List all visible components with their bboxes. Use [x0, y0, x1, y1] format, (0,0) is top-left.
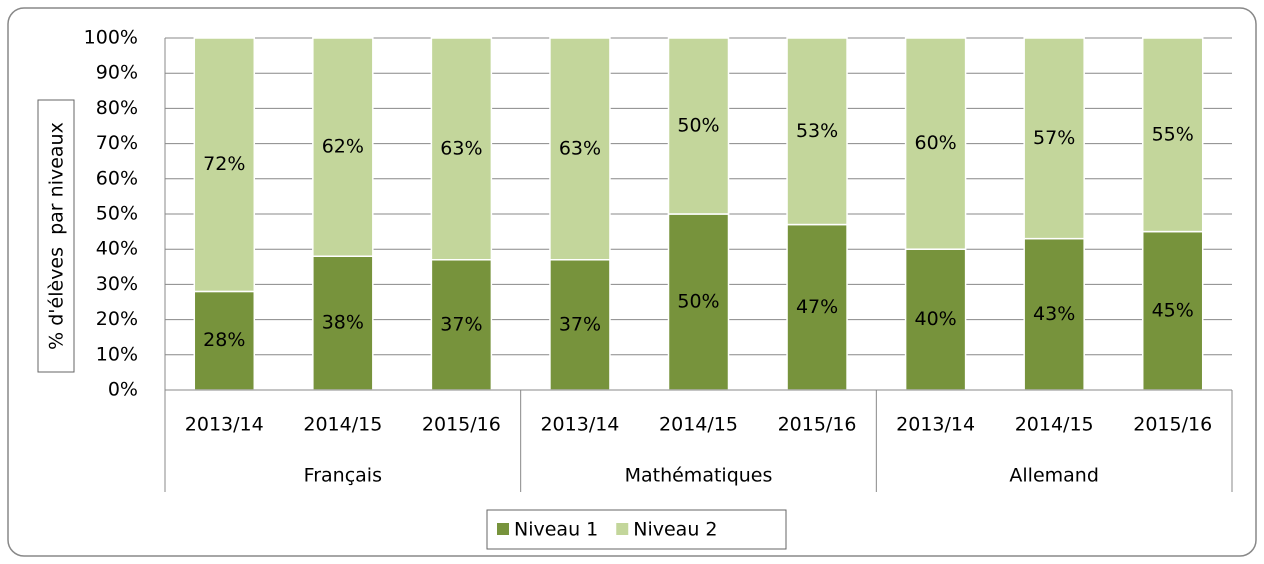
x-tick-label: 2014/15	[303, 414, 382, 436]
data-label: 40%	[914, 308, 956, 330]
bar-segment	[312, 37, 374, 257]
data-label: 45%	[1152, 299, 1194, 321]
bar-segment	[430, 37, 493, 261]
legend-box	[486, 509, 787, 550]
x-tick-label: 2013/14	[185, 414, 264, 436]
y-tick-label: 50%	[96, 203, 138, 225]
group-label: Allemand	[1009, 465, 1099, 487]
legend-label: Niveau 1	[514, 519, 598, 541]
y-axis-title: % d'élèves par niveaux	[46, 122, 68, 350]
x-tick-label: 2014/15	[1015, 414, 1094, 436]
bar-segment	[312, 255, 374, 391]
x-tick-label: 2014/15	[659, 414, 738, 436]
y-axis-title-box	[37, 99, 75, 373]
bar-segment	[1141, 37, 1204, 233]
data-label: 50%	[677, 291, 719, 313]
data-label: 47%	[796, 296, 838, 318]
bar-segment	[193, 37, 256, 293]
legend-swatch	[497, 523, 509, 535]
data-label: 50%	[677, 115, 719, 137]
legend-swatch	[616, 523, 629, 535]
bar-segment	[1141, 230, 1204, 391]
y-tick-label: 30%	[96, 273, 138, 295]
data-label: 53%	[796, 120, 838, 142]
bar-segment	[549, 37, 611, 261]
bar-segment	[667, 37, 730, 215]
data-label: 57%	[1033, 127, 1075, 149]
bar-segment	[667, 213, 730, 391]
data-label: 37%	[440, 313, 482, 335]
x-tick-label: 2015/16	[778, 414, 857, 436]
bar-segment	[786, 223, 848, 391]
x-tick-label: 2015/16	[1133, 414, 1212, 436]
group-label: Français	[304, 465, 382, 487]
bar-segment	[549, 259, 611, 391]
y-tick-label: 20%	[96, 308, 138, 330]
data-label: 55%	[1152, 123, 1194, 145]
y-tick-label: 40%	[96, 238, 138, 260]
y-tick-label: 70%	[96, 132, 138, 154]
data-label: 72%	[203, 153, 245, 175]
data-label: 38%	[322, 312, 364, 334]
x-tick-label: 2013/14	[540, 414, 619, 436]
y-tick-label: 60%	[96, 167, 138, 189]
data-label: 28%	[203, 329, 245, 351]
y-tick-label: 90%	[96, 62, 138, 84]
data-label: 62%	[322, 136, 364, 158]
data-label: 63%	[440, 137, 482, 159]
bar-segment	[786, 37, 848, 226]
legend-label: Niveau 2	[633, 519, 717, 541]
bar-segment	[1023, 37, 1085, 240]
y-tick-label: 100%	[84, 27, 138, 49]
data-label: 43%	[1033, 303, 1075, 325]
bar-segment	[904, 248, 967, 391]
data-label: 60%	[914, 132, 956, 154]
data-label: 63%	[559, 137, 601, 159]
y-tick-label: 0%	[108, 379, 138, 401]
y-tick-label: 80%	[96, 97, 138, 119]
group-label: Mathématiques	[625, 465, 773, 487]
y-tick-label: 10%	[96, 343, 138, 365]
x-tick-label: 2013/14	[896, 414, 975, 436]
bar-segment	[904, 37, 967, 250]
bar-segment	[193, 290, 256, 391]
x-tick-label: 2015/16	[422, 414, 501, 436]
data-label: 37%	[559, 313, 601, 335]
